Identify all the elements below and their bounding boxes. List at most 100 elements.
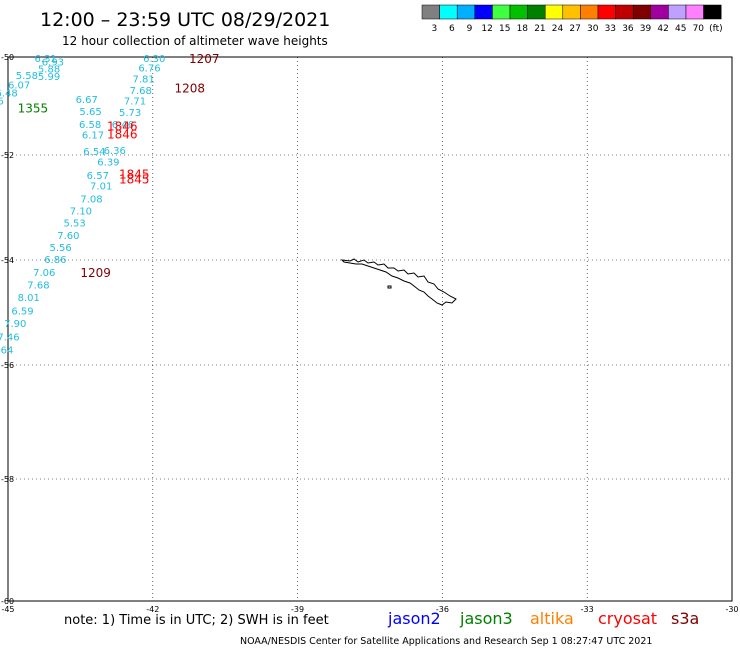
- scale-swatch: [421, 4, 440, 20]
- scale-label: (ft): [709, 24, 723, 34]
- swh-label: 7.46: [0, 333, 20, 344]
- scale-swatch: [509, 4, 528, 20]
- swh-label: 6.58: [79, 120, 101, 131]
- scale-label: 3: [431, 24, 437, 34]
- scale-label: 70: [693, 24, 705, 34]
- pass-time-label: 1845: [119, 167, 150, 181]
- scale-label: 9: [467, 24, 473, 34]
- scale-label: 30: [587, 24, 599, 34]
- pass-time-label: 1209: [80, 266, 111, 280]
- swh-label: 6.46: [112, 120, 134, 131]
- swh-label: 7.10: [70, 207, 92, 218]
- swh-label: 6.76: [138, 63, 160, 74]
- pass-time-label: 1846: [107, 120, 138, 134]
- scale-swatch: [439, 4, 458, 20]
- scale-swatch: [474, 4, 493, 20]
- scale-label: 18: [517, 24, 529, 34]
- swh-label: 7.90: [4, 319, 26, 330]
- scale-swatch: [615, 4, 634, 20]
- swh-label: 5.58: [16, 71, 38, 82]
- swh-label: 7.01: [90, 181, 112, 192]
- swh-label: 5.53: [64, 219, 86, 230]
- scale-label: 24: [552, 24, 564, 34]
- scale-swatch: [685, 4, 704, 20]
- lon-tick-label: -33: [581, 605, 594, 614]
- lon-tick-label: -36: [436, 605, 449, 614]
- scale-swatch: [544, 4, 564, 20]
- pass-time-label: 1846: [107, 127, 138, 141]
- satellite-legend: jason2 jason3 altika cryosat s3a: [387, 609, 699, 628]
- scale-label: 27: [569, 24, 580, 34]
- swh-label: 6.57: [87, 171, 109, 182]
- lat-tick-label: -52: [1, 151, 14, 160]
- axis-tick-labels: -45 -42 -39 -36 -33 -30 -50 -52 -54 -56 -58 -60: [1, 53, 739, 614]
- scale-swatch: [703, 4, 722, 20]
- scale-label: 36: [622, 24, 634, 34]
- swh-label: 5.99: [38, 72, 60, 83]
- scale-swatch: [632, 4, 652, 20]
- swh-label: 6.17: [82, 130, 104, 141]
- swh-label: 6.06: [0, 97, 4, 108]
- graticule: [8, 57, 732, 601]
- credit-line: NOAA/NESDIS Center for Satellite Applica…: [240, 636, 652, 647]
- lat-tick-label: -50: [1, 53, 14, 62]
- scale-label: 42: [657, 24, 668, 34]
- swh-label: 6.48: [0, 88, 18, 99]
- south-georgia-coastline: [340, 258, 457, 306]
- satellite-cryosat-label: cryosat: [598, 609, 657, 628]
- scale-swatch: [562, 4, 581, 20]
- footnote: note: 1) Time is in UTC; 2) SWH is in fe…: [64, 613, 329, 628]
- swh-label: 7.68: [130, 86, 152, 97]
- scale-swatch: [597, 4, 616, 20]
- lon-tick-label: -30: [725, 605, 738, 614]
- swh-label: 6.36: [104, 146, 126, 157]
- swh-label: 8.01: [18, 293, 40, 304]
- swh-label: 6.67: [76, 95, 98, 106]
- scale-label: 15: [499, 24, 510, 34]
- swh-label: 6.86: [44, 255, 66, 266]
- swh-label: 6.59: [11, 306, 33, 317]
- scale-label: 21: [534, 24, 545, 34]
- swh-label: 5.65: [79, 107, 101, 118]
- lat-tick-label: -56: [1, 361, 14, 370]
- swh-label: 6.07: [8, 80, 30, 91]
- scale-swatch: [456, 4, 476, 20]
- swh-label: 7.60: [57, 231, 79, 242]
- swh-label: 5.73: [119, 108, 141, 119]
- swh-label: 6.39: [97, 157, 119, 168]
- lat-tick-label: -54: [1, 256, 14, 265]
- pass-time-label: 1845: [119, 173, 150, 187]
- scale-label: 33: [605, 24, 616, 34]
- swh-label: 7.08: [80, 195, 102, 206]
- scale-label: 39: [640, 24, 652, 34]
- lat-tick-label: -58: [1, 475, 14, 484]
- pass-time-label: 1355: [18, 101, 49, 115]
- scale-label: 12: [481, 24, 492, 34]
- lon-tick-label: -39: [291, 605, 304, 614]
- swh-label: 5.56: [50, 243, 72, 254]
- lon-tick-label: -42: [146, 605, 159, 614]
- satellite-jason3-label: jason3: [459, 609, 513, 628]
- scale-swatch: [580, 4, 599, 20]
- color-scale-legend: 3 6 9 12 15 18 21 24 27 30 33 36 39 42 45 70 (ft): [421, 4, 723, 34]
- pass-time-label: 1207: [189, 52, 220, 66]
- scale-swatch: [650, 4, 669, 20]
- satellite-s3a-label: s3a: [671, 609, 699, 628]
- scale-swatch: [668, 4, 687, 20]
- swh-value-labels: 6.31 6.30 6.935.88 6.76 5.58 5.99 7.81 6.07 7.68…: [0, 54, 165, 356]
- scale-swatch: [492, 4, 511, 20]
- swh-label: 8.64: [0, 345, 13, 356]
- satellite-altika-label: altika: [530, 609, 574, 628]
- pass-time-label: 1208: [175, 81, 206, 95]
- swh-label: 7.81: [133, 75, 155, 86]
- map-title: 12:00 – 23:59 UTC 08/29/2021: [40, 9, 330, 31]
- map-frame: [7, 56, 733, 602]
- scale-label: 45: [675, 24, 686, 34]
- swh-label: 6.54: [83, 147, 105, 158]
- scale-label: 6: [449, 24, 455, 34]
- swh-label: 5.88: [38, 64, 60, 75]
- map-subtitle: 12 hour collection of altimeter wave hei…: [62, 34, 328, 48]
- swh-label: 6.31: [35, 54, 57, 65]
